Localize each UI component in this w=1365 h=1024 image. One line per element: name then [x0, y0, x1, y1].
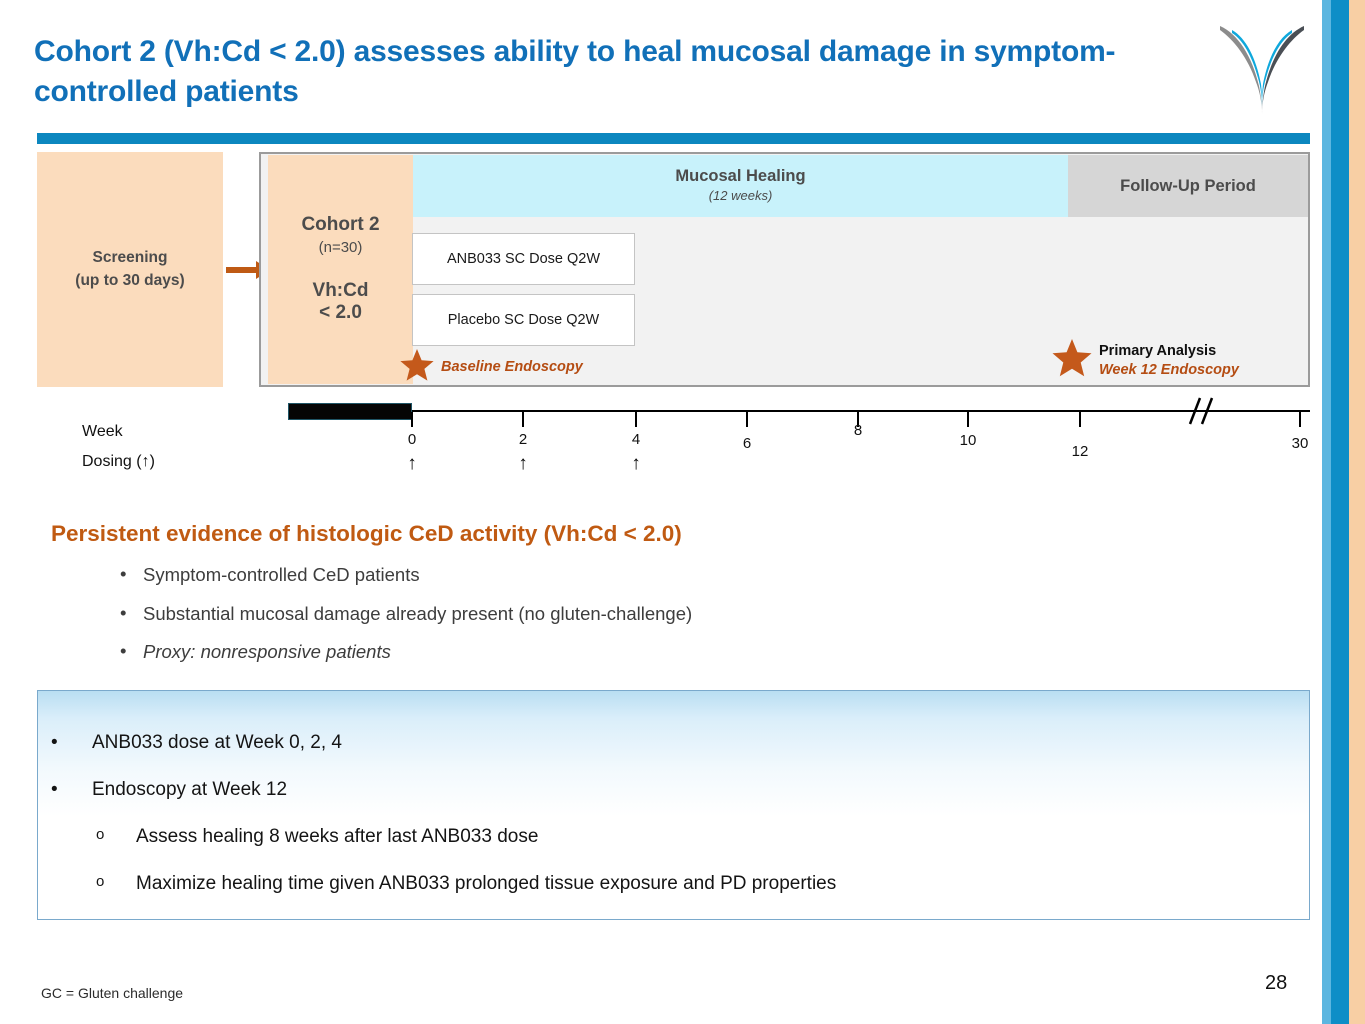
baseline-endoscopy-label: Baseline Endoscopy [441, 359, 583, 375]
page-number: 28 [1265, 972, 1288, 994]
dosing-arrow-icon: ↑ [631, 453, 641, 474]
timeline-tick [746, 412, 748, 427]
axis-break-icon [1186, 394, 1222, 428]
edge-accent-bar-dark [1331, 0, 1349, 1024]
timeline-week-label: 4 [631, 431, 641, 448]
study-timeline: Week Dosing (↑) 0 2 4 6 8 10 12 30 ↑ ↑ ↑ [0, 395, 1365, 485]
timeline-tick [967, 412, 969, 427]
evidence-item: Symptom-controlled CeD patients [143, 564, 420, 585]
timeline-tick [1079, 412, 1081, 427]
star-icon [1052, 338, 1092, 382]
timeline-week-label: 30 [1291, 435, 1309, 452]
cohort-name: Cohort 2 [301, 213, 380, 235]
callout-line: Endoscopy at Week 12 [92, 779, 288, 800]
edge-accent-bar-peach [1349, 0, 1365, 1024]
company-wing-logo [1212, 16, 1312, 120]
evidence-bullet-glyph: • [120, 602, 127, 623]
timeline-week-label: 12 [1071, 443, 1089, 460]
page-title: Cohort 2 (Vh:Cd < 2.0) assesses ability … [34, 35, 1116, 108]
timeline-tick [1299, 412, 1301, 427]
mucosal-healing-subtitle: (12 weeks) [708, 187, 773, 203]
timeline-tick [411, 412, 413, 427]
evidence-item: Substantial mucosal damage already prese… [143, 603, 693, 624]
timeline-row-label-dosing: Dosing (↑) [82, 453, 155, 470]
timeline-week-label: 2 [518, 431, 528, 448]
cohort-n: (n=30) [318, 238, 363, 256]
callout-sub-bullet-glyph: o [96, 826, 105, 843]
callout-bullet-glyph: • [51, 779, 58, 800]
timeline-tick [522, 412, 524, 427]
timeline-week-label: 0 [407, 431, 417, 448]
star-icon [400, 348, 434, 386]
timeline-week-label: 6 [742, 435, 752, 452]
callout-line: ANB033 dose at Week 0, 2, 4 [92, 732, 342, 753]
callout-bullet-glyph: • [51, 732, 58, 753]
edge-accent-bar-light [1322, 0, 1331, 1024]
primary-analysis-marker: Primary Analysis Week 12 Endoscopy [1052, 338, 1239, 382]
screening-period-bar [288, 403, 412, 420]
callout-line: Assess healing 8 weeks after last ANB033… [136, 826, 539, 847]
treatment-arm-box: Placebo SC Dose Q2W [412, 294, 635, 346]
timeline-tick [857, 412, 859, 427]
mucosal-healing-title: Mucosal Healing [675, 167, 806, 185]
title-underline-rule [37, 133, 1310, 144]
dosing-arrow-icon: ↑ [518, 453, 528, 474]
timeline-week-label: 8 [853, 422, 863, 439]
timeline-week-label: 10 [959, 432, 977, 449]
evidence-heading: Persistent evidence of histologic CeD ac… [51, 521, 682, 546]
cohort-criteria-2: < 2.0 [319, 302, 362, 324]
footnote: GC = Gluten challenge [41, 985, 184, 1001]
screening-line-2: (up to 30 days) [75, 271, 185, 289]
evidence-bullet-glyph: • [120, 640, 127, 661]
callout-line: Maximize healing time given ANB033 prolo… [136, 873, 837, 894]
timeline-axis-line [288, 410, 1310, 412]
dosing-arrow-icon: ↑ [407, 453, 417, 474]
cohort-criteria-1: Vh:Cd [312, 279, 369, 301]
callout-sub-bullet-glyph: o [96, 873, 105, 890]
key-points-callout: • ANB033 dose at Week 0, 2, 4 • Endoscopy a… [37, 690, 1310, 920]
timeline-row-label-week: Week [82, 423, 123, 440]
screening-line-1: Screening [92, 249, 168, 267]
mucosal-healing-band: Mucosal Healing (12 weeks) [413, 155, 1068, 217]
baseline-endoscopy-marker: Baseline Endoscopy [400, 348, 583, 386]
cohort-column: Cohort 2 (n=30) Vh:Cd < 2.0 [268, 155, 413, 384]
study-design-diagram: Screening (up to 30 days) Cohort 2 (n=30… [37, 152, 1310, 387]
follow-up-period-band: Follow-Up Period [1068, 155, 1308, 217]
primary-analysis-title: Primary Analysis [1099, 343, 1217, 360]
evidence-item: Proxy: nonresponsive patients [143, 641, 391, 662]
timeline-tick [635, 412, 637, 427]
primary-analysis-label-group: Primary Analysis Week 12 Endoscopy [1099, 342, 1239, 378]
primary-analysis-subtitle: Week 12 Endoscopy [1099, 361, 1239, 378]
screening-box: Screening (up to 30 days) [37, 152, 223, 387]
evidence-bullet-glyph: • [120, 563, 127, 584]
treatment-arm-box: ANB033 SC Dose Q2W [412, 233, 635, 285]
